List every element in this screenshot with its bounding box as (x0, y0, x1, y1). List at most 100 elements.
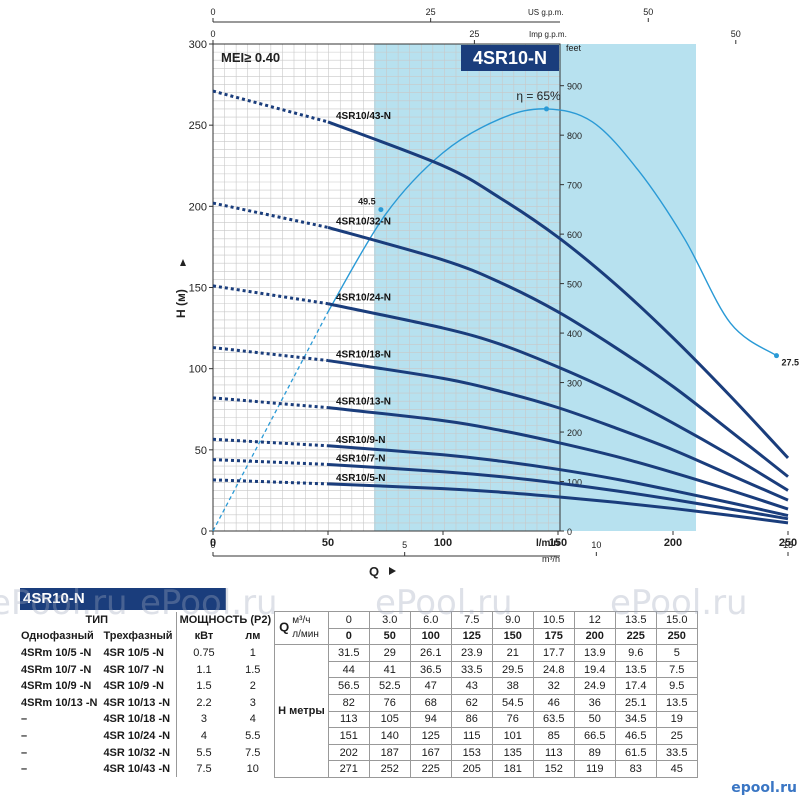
q-unit-m3h: м³/ч (292, 615, 311, 627)
head-value: 225 (409, 760, 452, 778)
imp-tick-label: 25 (469, 29, 479, 39)
table-row: – 4SR 10/24 -N 4 5.5 151 140 125 115 101 85 66.5 46… (18, 727, 698, 745)
head-value: 50 (573, 710, 616, 729)
head-value: 9.5 (655, 677, 698, 695)
head-value: 86 (450, 710, 493, 729)
pump-curve-dashed (212, 478, 329, 486)
pump-curve-label: 4SR10/43-N (336, 111, 391, 122)
m3h-tick-label: 15 (783, 540, 793, 550)
head-value: 19.4 (573, 660, 616, 679)
head-value: 119 (573, 760, 616, 778)
head-value: 68 (409, 693, 452, 712)
pump-curve (327, 482, 789, 525)
head-value: 26.1 (409, 644, 452, 662)
y-tick-label: 100 (189, 364, 207, 376)
pump-curve-dashed (212, 458, 329, 466)
efficiency-curve (327, 108, 777, 357)
flow-lmin-cell: 125 (450, 627, 493, 646)
head-value: 33.5 (450, 660, 493, 679)
head-value: 56.5 (327, 677, 370, 695)
head-value: 115 (450, 727, 493, 745)
power-kw: 5.5 (175, 744, 232, 761)
pump-curve-label: 4SR10/13-N (336, 397, 391, 408)
model-badge-label: 4SR10-N (473, 48, 547, 68)
h-label: H метры (274, 644, 329, 778)
efficiency-label: η = 65% (516, 89, 561, 103)
three-phase-model: 4SR 10/7 -N (103, 663, 164, 676)
head-value: 152 (532, 760, 575, 778)
efficiency-end-point (774, 353, 779, 359)
y-tick-label: 200 (189, 201, 207, 213)
single-phase-model: – (21, 763, 28, 776)
head-value: 271 (327, 760, 370, 778)
pump-curve-dashed (212, 89, 329, 124)
power-hp: 2 (249, 680, 256, 693)
head-value: 205 (450, 760, 493, 778)
site-logo: epool.ru (731, 780, 797, 796)
power-kw: 0.75 (175, 644, 232, 662)
y-axis-label: H (м) (174, 289, 188, 318)
single-phase-model: – (21, 746, 28, 759)
power-hp: 7.5 (245, 746, 261, 759)
power-kw: 4 (175, 727, 232, 745)
head-value: 89 (573, 743, 616, 762)
power-header: МОЩНОСТЬ (P2) (175, 611, 275, 629)
table-row: 4SRm 10/5 -N 4SR 10/5 -N 0.75 1 H метры 31.5 2… (18, 644, 698, 778)
head-value: 38 (491, 677, 534, 695)
head-value: 33.5 (655, 743, 698, 762)
head-value: 167 (409, 743, 452, 762)
three-phase-model: 4SR 10/9 -N (103, 680, 164, 693)
flow-m3h-cell: 12 (573, 611, 616, 629)
efficiency-end-label: 27.5 (782, 358, 800, 368)
table-row: 4SRm 10/13 -N 4SR 10/13 -N 2.2 3 82 76 68 62 54.… (18, 693, 698, 712)
power-kw: 3 (175, 711, 232, 728)
efficiency-curve-dashed (212, 311, 329, 532)
three-phase-model: 4SR 10/13 -N (103, 696, 171, 709)
flow-m3h-cell: 3.0 (368, 611, 411, 629)
head-value: 7.5 (655, 660, 698, 679)
head-value: 46.5 (614, 727, 657, 745)
flow-m3h-cell: 15.0 (655, 611, 698, 629)
three-phase-model: 4SR 10/32 -N (103, 746, 171, 759)
head-value: 45 (655, 760, 698, 778)
flow-lmin-cell: 100 (409, 627, 452, 646)
head-value: 83 (614, 760, 657, 778)
feet-tick-label: 300 (567, 379, 582, 389)
pump-curve (327, 406, 789, 511)
flow-lmin-cell: 150 (491, 627, 534, 646)
head-value: 76 (491, 710, 534, 729)
head-value: 41 (368, 660, 411, 679)
head-value: 62 (450, 693, 493, 712)
head-value: 153 (450, 743, 493, 762)
table-row: 4SRm 10/9 -N 4SR 10/9 -N 1.5 2 56.5 52.5 47 43 3… (18, 677, 698, 695)
flow-m3h-cell: 9.0 (491, 611, 534, 629)
hp-header: лм (245, 630, 261, 643)
head-value: 9.6 (614, 644, 657, 662)
type-header: ТИП (85, 613, 109, 626)
pump-curve-dashed (212, 201, 329, 229)
power-hp: 5.5 (245, 729, 261, 742)
head-value: 76 (368, 693, 411, 712)
mei-label: MEI≥ 0.40 (221, 50, 280, 65)
three-phase-model: 4SR 10/43 -N (103, 763, 171, 776)
power-kw: 1.5 (175, 677, 232, 695)
head-value: 29 (368, 644, 411, 662)
us-tick-label: 50 (643, 7, 653, 17)
head-value: 135 (491, 743, 534, 762)
x-axis-label: Q (369, 564, 379, 579)
feet-tick-label: 700 (567, 181, 582, 191)
head-value: 61.5 (614, 743, 657, 762)
x-tick-label: 200 (664, 537, 682, 549)
feet-tick-label: 0 (567, 527, 572, 537)
head-value: 24.9 (573, 677, 616, 695)
model-badge (461, 45, 559, 71)
pump-curve-label: 4SR10/18-N (336, 350, 391, 361)
head-value: 24.8 (532, 660, 575, 679)
pump-curve (327, 444, 789, 518)
flow-lmin-cell: 225 (614, 627, 657, 646)
head-value: 151 (327, 727, 370, 745)
head-value: 101 (491, 727, 534, 745)
